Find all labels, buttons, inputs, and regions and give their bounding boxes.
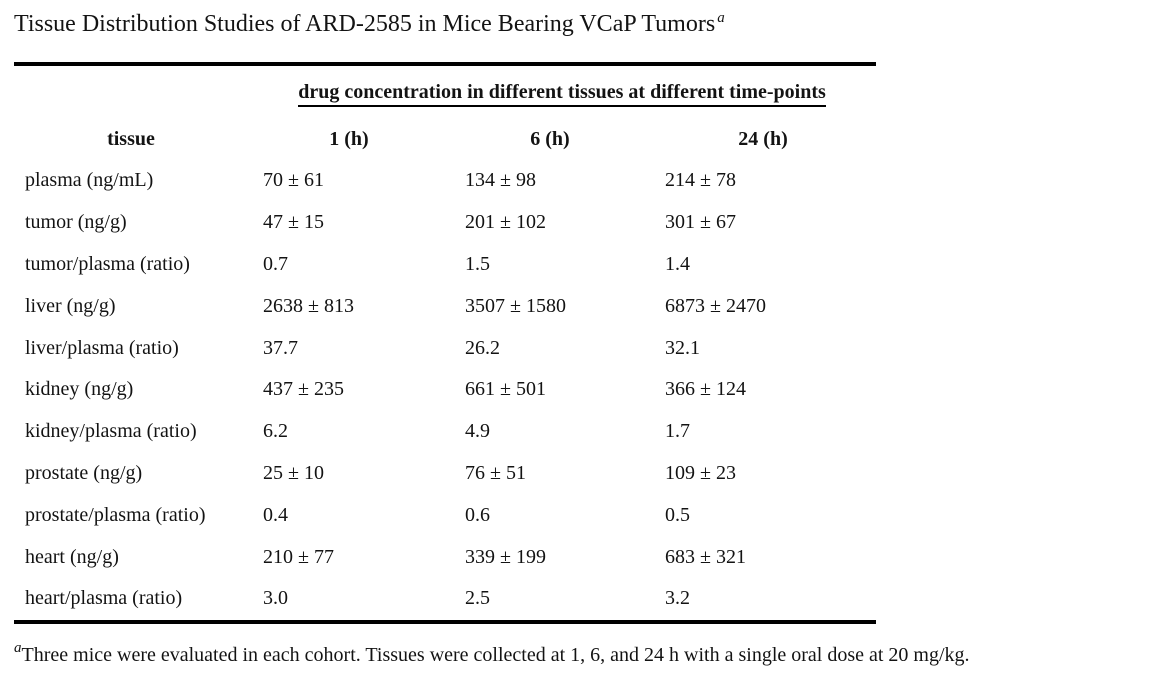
spanning-header-text: drug concentration in different tissues … bbox=[298, 80, 826, 107]
table-cell: 3.2 bbox=[665, 587, 690, 610]
table-cell: 2.5 bbox=[465, 587, 490, 610]
table-row: heart/plasma (ratio) 3.0 2.5 3.2 bbox=[14, 578, 876, 622]
footnote-marker: a bbox=[14, 639, 22, 656]
table-cell: 1.7 bbox=[665, 420, 690, 443]
row-label: kidney/plasma (ratio) bbox=[25, 420, 197, 443]
table-row: plasma (ng/mL) 70 ± 61 134 ± 98 214 ± 78 bbox=[14, 160, 876, 202]
table-row: kidney/plasma (ratio) 6.2 4.9 1.7 bbox=[14, 411, 876, 453]
table-cell: 3507 ± 1580 bbox=[465, 294, 566, 317]
table-row: liver (ng/g) 2638 ± 813 3507 ± 1580 6873 ± … bbox=[14, 285, 876, 327]
column-header-24h: 24 (h) bbox=[738, 127, 788, 150]
table-cell: 32.1 bbox=[665, 336, 700, 359]
table-cell: 1.4 bbox=[665, 252, 690, 275]
column-header-6h: 6 (h) bbox=[530, 127, 570, 150]
table-cell: 339 ± 199 bbox=[465, 545, 546, 568]
table-row: prostate (ng/g) 25 ± 10 76 ± 51 109 ± 23 bbox=[14, 453, 876, 495]
row-label: liver (ng/g) bbox=[25, 294, 116, 317]
table-body: plasma (ng/mL) 70 ± 61 134 ± 98 214 ± 78 tum… bbox=[14, 160, 876, 622]
row-label: prostate/plasma (ratio) bbox=[25, 503, 206, 526]
title-footnote-marker: a bbox=[717, 10, 725, 26]
row-label: tumor (ng/g) bbox=[25, 211, 127, 234]
table-row: prostate/plasma (ratio) 0.4 0.6 0.5 bbox=[14, 494, 876, 536]
table-cell: 109 ± 23 bbox=[665, 461, 736, 484]
table-cell: 214 ± 78 bbox=[665, 169, 736, 192]
table-row: tumor/plasma (ratio) 0.7 1.5 1.4 bbox=[14, 244, 876, 286]
table-cell: 134 ± 98 bbox=[465, 169, 536, 192]
page-title: Tissue Distribution Studies of ARD-2585 … bbox=[14, 9, 1161, 39]
table-cell: 47 ± 15 bbox=[263, 211, 324, 234]
spanning-header-spacer bbox=[14, 64, 248, 118]
table-cell: 76 ± 51 bbox=[465, 461, 526, 484]
table-row: heart (ng/g) 210 ± 77 339 ± 199 683 ± 321 bbox=[14, 536, 876, 578]
table-cell: 201 ± 102 bbox=[465, 211, 546, 234]
spanning-header-row: drug concentration in different tissues … bbox=[14, 64, 876, 118]
row-label: kidney (ng/g) bbox=[25, 378, 134, 401]
table-cell: 37.7 bbox=[263, 336, 298, 359]
table-row: kidney (ng/g) 437 ± 235 661 ± 501 366 ± 124 bbox=[14, 369, 876, 411]
footnote-text: Three mice were evaluated in each cohort… bbox=[21, 643, 970, 666]
table-cell: 661 ± 501 bbox=[465, 378, 546, 401]
table-cell: 0.4 bbox=[263, 503, 288, 526]
row-label: liver/plasma (ratio) bbox=[25, 336, 179, 359]
table-cell: 4.9 bbox=[465, 420, 490, 443]
tissue-distribution-table: drug concentration in different tissues … bbox=[14, 62, 877, 624]
table-cell: 366 ± 124 bbox=[665, 378, 746, 401]
spanning-header-cell: drug concentration in different tissues … bbox=[248, 64, 876, 118]
row-label: prostate (ng/g) bbox=[25, 461, 143, 484]
table-cell: 6.2 bbox=[263, 420, 288, 443]
column-header-1h: 1 (h) bbox=[329, 127, 369, 150]
table-cell: 0.5 bbox=[665, 503, 690, 526]
row-label: heart (ng/g) bbox=[25, 545, 119, 568]
column-header-row: tissue 1 (h) 6 (h) 24 (h) bbox=[14, 118, 876, 160]
table-cell: 6873 ± 2470 bbox=[665, 294, 766, 317]
row-label: plasma (ng/mL) bbox=[25, 169, 154, 192]
table-row: liver/plasma (ratio) 37.7 26.2 32.1 bbox=[14, 327, 876, 369]
title-text: Tissue Distribution Studies of ARD-2585 … bbox=[14, 11, 716, 37]
table-cell: 25 ± 10 bbox=[263, 461, 324, 484]
table-cell: 0.7 bbox=[263, 252, 288, 275]
table-cell: 210 ± 77 bbox=[263, 545, 334, 568]
row-label: heart/plasma (ratio) bbox=[25, 587, 183, 610]
footnote: aThree mice were evaluated in each cohor… bbox=[14, 640, 1161, 667]
table-cell: 2638 ± 813 bbox=[263, 294, 354, 317]
row-label: tumor/plasma (ratio) bbox=[25, 252, 190, 275]
table-cell: 70 ± 61 bbox=[263, 169, 324, 192]
table-cell: 301 ± 67 bbox=[665, 211, 736, 234]
table-row: tumor (ng/g) 47 ± 15 201 ± 102 301 ± 67 bbox=[14, 202, 876, 244]
table-cell: 0.6 bbox=[465, 503, 490, 526]
table-cell: 26.2 bbox=[465, 336, 500, 359]
table-cell: 683 ± 321 bbox=[665, 545, 746, 568]
table-cell: 3.0 bbox=[263, 587, 288, 610]
table-cell: 437 ± 235 bbox=[263, 378, 344, 401]
column-header-tissue: tissue bbox=[107, 127, 155, 150]
table-cell: 1.5 bbox=[465, 252, 490, 275]
